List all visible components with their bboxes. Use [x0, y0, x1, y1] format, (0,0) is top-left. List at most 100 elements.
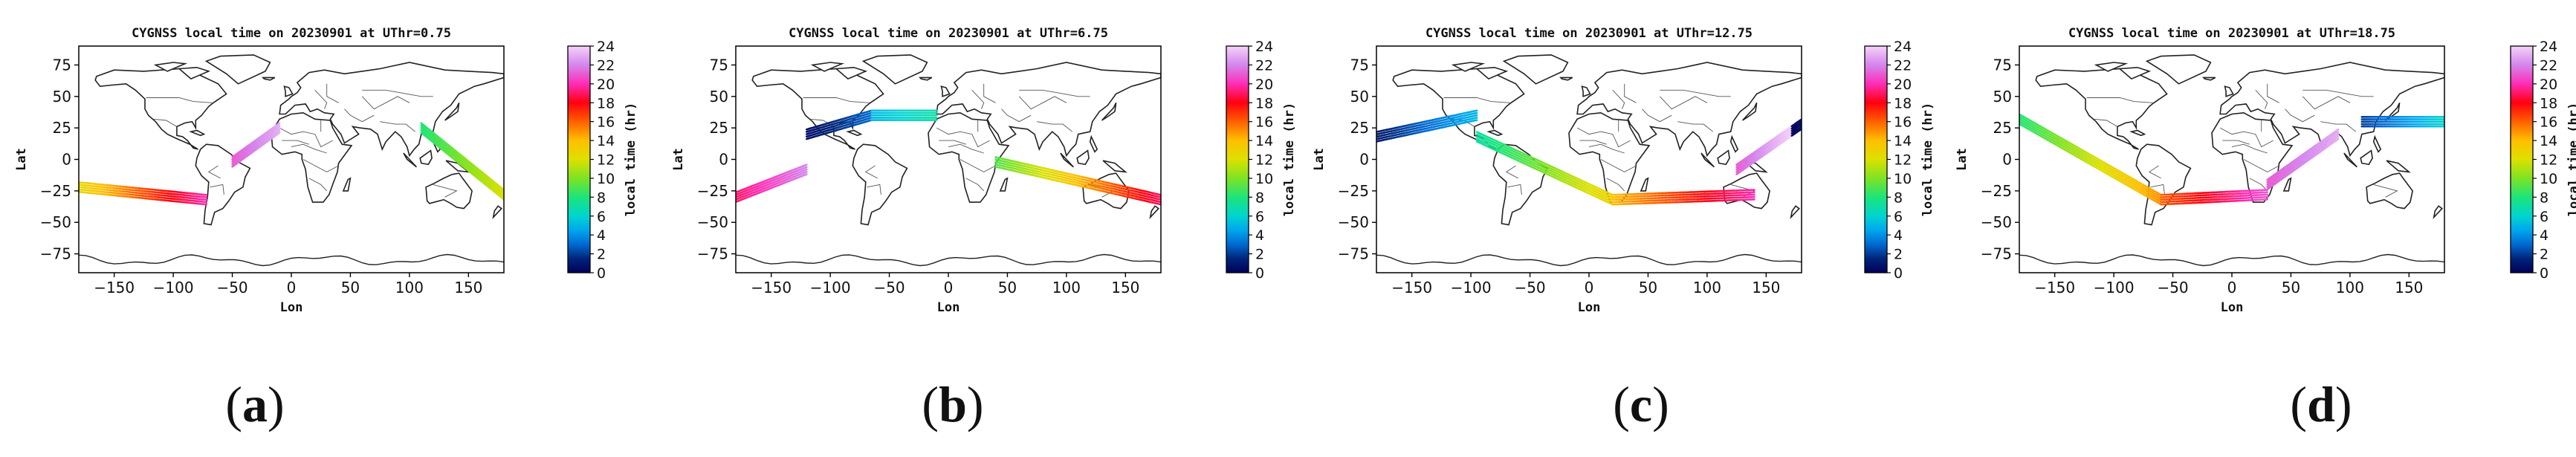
track-point: [1156, 198, 1161, 201]
x-tick-label: −100: [2094, 279, 2135, 296]
colorbar-tick-label: 24: [2540, 39, 2557, 55]
country-border: [1037, 121, 1073, 132]
x-axis-label: Lon: [280, 300, 303, 315]
track-point: [2335, 137, 2340, 141]
country-border: [959, 159, 996, 172]
colorbar-tick-label: 12: [1894, 152, 1912, 169]
colorbar-tick-label: 8: [597, 189, 606, 206]
y-tick-label: −50: [40, 213, 71, 231]
y-tick-label: 25: [1350, 119, 1369, 137]
x-tick-label: 50: [341, 279, 360, 296]
colorbar-tick-label: 10: [1255, 171, 1273, 187]
chart-panel-3: CYGNSS local time on 20230901 at UThr=18…: [1955, 26, 2576, 315]
landmass: [1581, 85, 1591, 97]
landmass: [928, 111, 1010, 203]
country-border: [2302, 96, 2351, 110]
country-border: [867, 184, 881, 195]
track-point: [803, 168, 808, 172]
chart-panel-1: CYGNSS local time on 20230901 at UThr=6.…: [671, 26, 1297, 315]
country-border: [326, 83, 339, 103]
y-tick-label: 50: [1350, 88, 1369, 106]
landmass: [444, 102, 460, 121]
country-border: [936, 127, 990, 148]
x-axis-label: Lon: [937, 300, 960, 315]
colorbar-tick-label: 14: [597, 133, 615, 149]
country-border: [279, 127, 333, 148]
antarctica-coastline: [1376, 253, 1802, 267]
country-border: [344, 108, 375, 123]
x-tick-label: 0: [944, 279, 954, 296]
chart-title: CYGNSS local time on 20230901 at UThr=12…: [1425, 26, 1753, 41]
panel-label-c: (c): [1613, 376, 1669, 432]
x-tick-label: −50: [873, 279, 904, 296]
country-border: [1588, 143, 1625, 154]
country-border: [2231, 143, 2268, 154]
colorbar-tick-label: 4: [1894, 227, 1903, 244]
country-border: [1001, 108, 1032, 123]
x-axis-label: Lon: [2221, 300, 2244, 315]
chart-title: CYGNSS local time on 20230901 at UThr=18…: [2068, 26, 2395, 41]
country-border: [362, 89, 433, 97]
track-point: [2335, 135, 2340, 139]
colorbar-tick-label: 20: [2540, 77, 2557, 93]
y-tick-label: −25: [1338, 182, 1369, 200]
panel-label-d: (d): [2290, 376, 2352, 432]
colorbar-tick-label: 18: [1255, 95, 1273, 111]
x-tick-label: 100: [1693, 279, 1721, 296]
colorbar-tick-label: 20: [1255, 77, 1273, 93]
chart-panel-0: CYGNSS local time on 20230901 at UThr=0.…: [14, 26, 638, 315]
landmass: [94, 68, 227, 150]
landmass: [1149, 205, 1160, 219]
colorbar-tick-label: 12: [597, 152, 615, 169]
landmass: [999, 177, 1009, 192]
landmass: [1089, 134, 1098, 153]
colorbar: [1864, 45, 1888, 273]
country-border: [2320, 121, 2357, 132]
y-tick-label: 75: [710, 56, 728, 74]
x-tick-label: 150: [2395, 279, 2423, 296]
colorbar-tick-label: 18: [2540, 95, 2557, 111]
colorbar-tick-label: 12: [1255, 152, 1273, 169]
y-tick-label: −75: [1981, 245, 2012, 263]
country-border: [1612, 89, 1625, 109]
country-border: [1018, 96, 1067, 110]
landmass: [178, 66, 211, 80]
country-border: [1507, 184, 1522, 195]
y-tick-label: 0: [1359, 151, 1369, 169]
y-tick-label: −50: [697, 213, 728, 231]
country-border: [1642, 108, 1672, 123]
country-border: [1677, 121, 1714, 132]
landmass: [1451, 62, 1486, 72]
y-tick-label: 50: [53, 88, 71, 106]
landmass: [1559, 77, 1573, 81]
world-map: [1376, 54, 1802, 267]
y-tick-label: −25: [1981, 182, 2012, 200]
country-border: [380, 121, 416, 132]
colorbar-tick-label: 4: [2540, 227, 2549, 244]
track-point: [2335, 128, 2340, 132]
country-border: [2302, 89, 2374, 97]
colorbar-tick-label: 16: [1255, 114, 1273, 131]
landmass: [189, 129, 206, 137]
landmass: [861, 54, 928, 85]
colorbar-tick-label: 22: [2540, 57, 2557, 74]
landmass: [2224, 85, 2234, 97]
x-tick-label: −50: [216, 279, 247, 296]
landmass: [419, 149, 433, 166]
landmass: [2094, 62, 2129, 72]
landmass: [1717, 149, 1730, 166]
track-2: [870, 109, 938, 121]
landmass: [1502, 54, 1569, 85]
colorbar-tick-label: 24: [1255, 39, 1273, 55]
landmass: [835, 66, 868, 80]
colorbar-tick-label: 12: [2540, 152, 2557, 169]
y-tick-label: 25: [1993, 119, 2012, 137]
y-tick-label: −50: [1981, 213, 2012, 231]
colorbar-label: local time (hr): [2566, 103, 2576, 217]
country-border: [1600, 159, 1637, 172]
x-axis-label: Lon: [1578, 300, 1601, 315]
country-border: [153, 118, 178, 127]
y-tick-label: 50: [1993, 88, 2012, 106]
landmass: [204, 54, 271, 85]
colorbar-tick-label: 22: [1255, 57, 1273, 74]
